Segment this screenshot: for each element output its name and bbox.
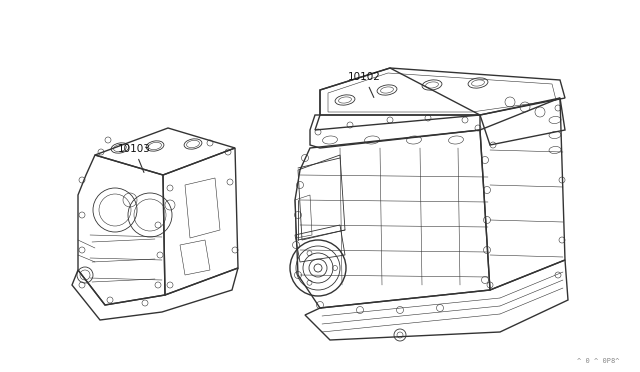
Text: 10103: 10103 xyxy=(118,144,151,173)
Text: ^ 0 ^ 0P8^: ^ 0 ^ 0P8^ xyxy=(577,358,620,364)
Text: 10102: 10102 xyxy=(348,72,381,97)
